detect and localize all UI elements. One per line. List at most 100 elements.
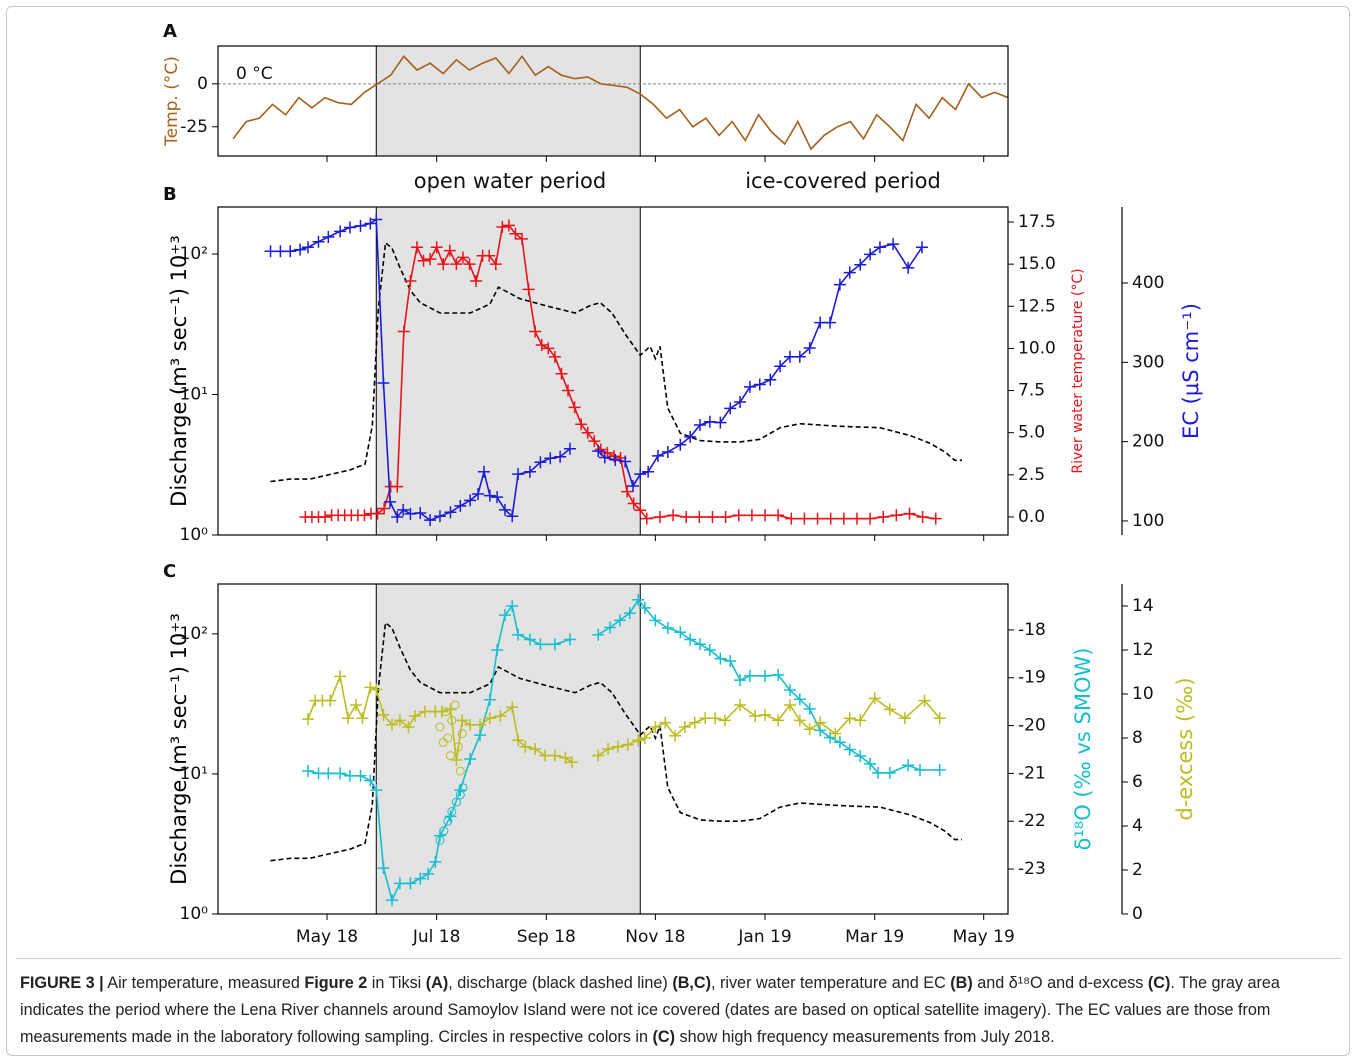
plus-marker	[424, 253, 437, 266]
circle-marker	[443, 733, 453, 743]
shaded-period	[376, 46, 641, 156]
plus-marker	[483, 712, 496, 725]
plus-marker	[592, 749, 605, 762]
plus-marker	[709, 712, 722, 725]
y3-tick-label: 2	[1132, 860, 1143, 880]
plus-marker	[512, 734, 525, 747]
plus-marker	[759, 669, 772, 682]
plus-marker	[714, 652, 727, 665]
plus-marker	[483, 693, 496, 706]
plus-marker	[464, 753, 477, 766]
plus-marker	[324, 694, 337, 707]
plus-marker	[638, 732, 651, 744]
plus-marker	[718, 714, 731, 727]
shaded-period	[376, 207, 641, 535]
plus-marker	[391, 480, 404, 493]
plus-marker	[592, 628, 605, 641]
plus-marker	[474, 729, 487, 742]
plus-marker	[651, 449, 664, 462]
y-tick-label: 10¹	[180, 764, 208, 784]
panel-letter: A	[163, 21, 177, 42]
plus-marker	[693, 510, 706, 523]
plus-marker	[522, 283, 535, 296]
plus-marker	[534, 456, 547, 469]
plus-marker	[642, 465, 655, 478]
caption-text: in Tiksi	[367, 974, 426, 992]
plus-marker	[843, 266, 856, 279]
y2-tick-label: 12.5	[1018, 296, 1056, 316]
plus-marker	[393, 714, 406, 727]
plus-marker	[883, 766, 896, 779]
plus-marker	[444, 506, 457, 519]
plus-marker	[694, 418, 707, 431]
plus-marker	[627, 480, 640, 493]
plus-marker	[437, 258, 450, 271]
y2-axis-label: River water temperature (°C)	[1070, 268, 1086, 473]
plus-marker	[535, 339, 548, 352]
y3-tick-label: 6	[1132, 772, 1143, 792]
circle-marker	[435, 722, 445, 732]
plus-marker	[506, 701, 519, 714]
plus-marker	[883, 703, 896, 716]
plus-marker	[301, 241, 314, 254]
plus-marker	[559, 751, 572, 764]
plus-marker	[833, 736, 846, 749]
plus-marker	[929, 512, 942, 525]
plus-marker	[678, 721, 691, 733]
y-tick-label: 10²	[180, 244, 208, 264]
plus-marker	[494, 710, 507, 722]
plus-marker	[322, 230, 335, 243]
y3-tick-label: 300	[1132, 352, 1164, 372]
y-axis-label: Discharge (m³ sec⁻¹) 10⁺³	[167, 613, 191, 885]
caption-emphasis: (B,C)	[672, 974, 711, 992]
y-tick-label: 10⁰	[180, 525, 209, 545]
x-tick-label: Sep 18	[517, 927, 576, 947]
plus-marker	[496, 221, 509, 234]
figure-frame	[6, 6, 1350, 1056]
plus-marker	[371, 507, 384, 520]
y-tick-label: 10⁰	[180, 904, 209, 924]
plus-marker	[563, 442, 576, 455]
plus-marker	[734, 674, 747, 687]
plus-marker	[404, 274, 417, 287]
plus-marker	[602, 743, 615, 755]
plus-marker	[619, 455, 632, 468]
y2-tick-label: 2.5	[1018, 465, 1045, 485]
y-tick-label: 10¹	[180, 384, 208, 404]
plus-marker	[454, 784, 467, 797]
plus-marker	[491, 491, 504, 504]
plus-marker	[674, 438, 687, 451]
plus-marker	[661, 445, 674, 458]
caption-text: . The gray area indicates the period whe…	[20, 974, 1280, 1046]
plus-marker	[609, 453, 622, 466]
plus-marker	[933, 764, 946, 777]
plus-marker	[354, 219, 367, 232]
y2-tick-label: -18	[1018, 620, 1046, 640]
plus-marker	[463, 258, 476, 271]
y3-tick-label: 14	[1132, 596, 1154, 616]
caption-text: , river water temperature and EC	[710, 974, 951, 992]
plus-marker	[284, 245, 297, 258]
plus-marker	[933, 712, 946, 725]
plus-marker	[724, 655, 737, 667]
plus-marker	[391, 510, 404, 523]
plus-marker	[887, 238, 900, 251]
plus-marker	[743, 380, 756, 393]
plus-marker	[890, 509, 903, 522]
series-line	[232, 54, 1009, 151]
plus-marker	[604, 621, 617, 634]
plus-marker	[356, 712, 369, 725]
plus-marker	[370, 213, 383, 226]
plus-marker	[734, 699, 747, 711]
plus-marker	[772, 714, 785, 727]
plus-marker	[358, 509, 371, 522]
plus-marker	[364, 774, 377, 787]
plus-marker	[649, 614, 662, 627]
plus-marker	[474, 718, 487, 731]
y2-tick-label: 7.5	[1018, 381, 1045, 401]
circle-marker	[450, 700, 460, 710]
caption-emphasis: (B)	[950, 974, 973, 992]
plus-marker	[772, 668, 785, 681]
plus-marker	[498, 503, 511, 516]
plus-marker	[410, 241, 423, 254]
